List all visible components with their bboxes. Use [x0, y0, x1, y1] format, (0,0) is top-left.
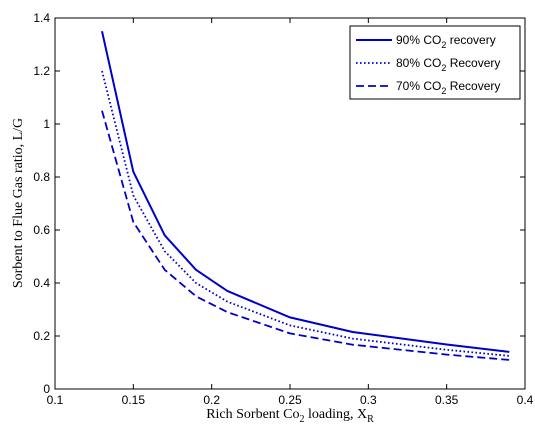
- y-tick-label: 0.6: [33, 223, 50, 237]
- legend-label-2: 80% CO2 Recovery: [396, 56, 500, 73]
- x-axis-label-after: loading, X: [305, 407, 368, 422]
- axis-ticks: 0.1 0.15 0.2 0.25 0.3 0.35 0.4 0 0.2 0.4 0.6 0.8 1 1.…: [33, 11, 533, 407]
- legend-label-1: 90% CO2 recovery: [396, 33, 496, 50]
- x-tick-label: 0.15: [122, 393, 146, 407]
- series-layer: [101, 30, 510, 361]
- x-tick-label: 0.1: [47, 393, 64, 407]
- y-axis-label: Sorbent to Flue Gas ratio, L/G: [11, 118, 26, 288]
- legend-label-3: 70% CO2 Recovery: [396, 79, 500, 96]
- y-tick-label: 0.4: [33, 276, 50, 290]
- legend-label-sub: 2: [441, 40, 446, 50]
- y-tick-label: 0.8: [33, 170, 50, 184]
- y-tick-label: 1.4: [33, 11, 50, 25]
- series-line-3: [101, 110, 510, 361]
- legend-label-main: 70% CO: [396, 79, 441, 93]
- legend-label-rest: recovery: [446, 33, 495, 47]
- y-tick-label: 1: [43, 117, 50, 131]
- legend-label-sub: 2: [441, 63, 446, 73]
- y-tick-label: 0.2: [33, 329, 50, 343]
- y-tick-label: 0: [43, 382, 50, 396]
- x-axis-label-sub: 2: [300, 414, 305, 425]
- x-tick-label: 0.3: [360, 393, 377, 407]
- series-line-1: [101, 30, 510, 353]
- x-tick-label: 0.35: [435, 393, 459, 407]
- x-axis-label-main: Rich Sorbent Co: [206, 407, 299, 422]
- series-line-2: [101, 70, 510, 357]
- y-tick-label: 1.2: [33, 64, 50, 78]
- x-tick-label: 0.4: [517, 393, 534, 407]
- legend-label-rest: Recovery: [446, 79, 500, 93]
- x-tick-label: 0.25: [278, 393, 302, 407]
- legend-label-main: 80% CO: [396, 56, 441, 70]
- legend-label-sub: 2: [441, 86, 446, 96]
- x-axis-label-sub2: R: [367, 414, 374, 425]
- legend-label-rest: Recovery: [446, 56, 500, 70]
- x-axis-label: Rich Sorbent Co2 loading, XR: [206, 407, 374, 425]
- legend-label-main: 90% CO: [396, 33, 441, 47]
- legend-box: [349, 25, 521, 100]
- x-tick-label: 0.2: [203, 393, 220, 407]
